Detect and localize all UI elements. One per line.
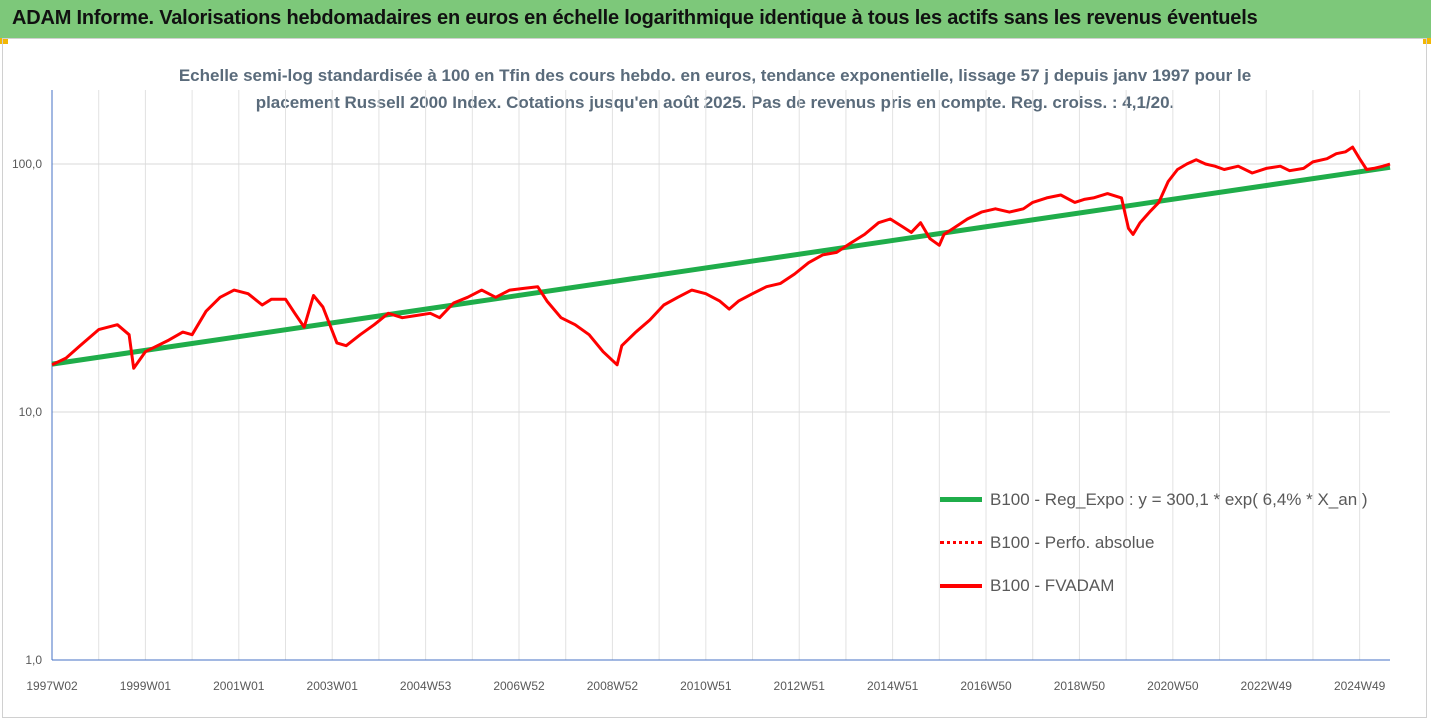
x-tick-label-5: 2006W52 — [493, 679, 545, 693]
x-tick-label-12: 2020W50 — [1147, 679, 1199, 693]
series-line-2 — [51, 145, 1391, 370]
x-tick-label-6: 2008W52 — [587, 679, 639, 693]
series-line-0 — [51, 164, 1391, 367]
x-tick-label-8: 2012W51 — [774, 679, 826, 693]
x-tick-label-10: 2016W50 — [960, 679, 1012, 693]
legend-label-perf-absolue: B100 - Perfo. absolue — [990, 532, 1155, 552]
y-tick-label-2: 100,0 — [12, 157, 42, 171]
legend-item-perf-absolue: B100 - Perfo. absolue — [940, 521, 1368, 564]
x-tick-label-0: 1997W02 — [26, 679, 78, 693]
legend-label-regression: B100 - Reg_Expo : y = 300,1 * exp( 6,4% … — [990, 489, 1368, 509]
y-tick-label-1: 10,0 — [19, 405, 43, 419]
legend-item-fvadam: B100 - FVADAM — [940, 564, 1368, 607]
title-banner: ADAM Informe. Valorisations hebdomadaire… — [0, 0, 1431, 39]
report-title: ADAM Informe. Valorisations hebdomadaire… — [12, 7, 1258, 29]
chart-title: Echelle semi-log standardisée à 100 en T… — [178, 66, 1252, 112]
chart-legend: B100 - Reg_Expo : y = 300,1 * exp( 6,4% … — [940, 478, 1368, 607]
x-tick-label-11: 2018W50 — [1054, 679, 1106, 693]
y-tick-label-0: 1,0 — [25, 653, 42, 667]
chart-frame — [2, 38, 1427, 718]
x-tick-label-2: 2001W01 — [213, 679, 265, 693]
legend-swatch-fvadam — [940, 583, 982, 588]
corner-marker-right — [1423, 38, 1431, 44]
x-tick-label-1: 1999W01 — [120, 679, 172, 693]
legend-label-fvadam: B100 - FVADAM — [990, 575, 1115, 595]
x-tick-label-13: 2022W49 — [1241, 679, 1293, 693]
x-tick-label-14: 2024W49 — [1334, 679, 1386, 693]
x-tick-label-9: 2014W51 — [867, 679, 919, 693]
corner-marker-left — [0, 38, 8, 44]
legend-swatch-regression — [940, 497, 982, 502]
legend-swatch-perf-absolue — [940, 541, 982, 544]
x-tick-label-4: 2004W53 — [400, 679, 452, 693]
x-tick-label-3: 2003W01 — [307, 679, 359, 693]
x-tick-label-7: 2010W51 — [680, 679, 732, 693]
legend-item-regression: B100 - Reg_Expo : y = 300,1 * exp( 6,4% … — [940, 478, 1368, 521]
